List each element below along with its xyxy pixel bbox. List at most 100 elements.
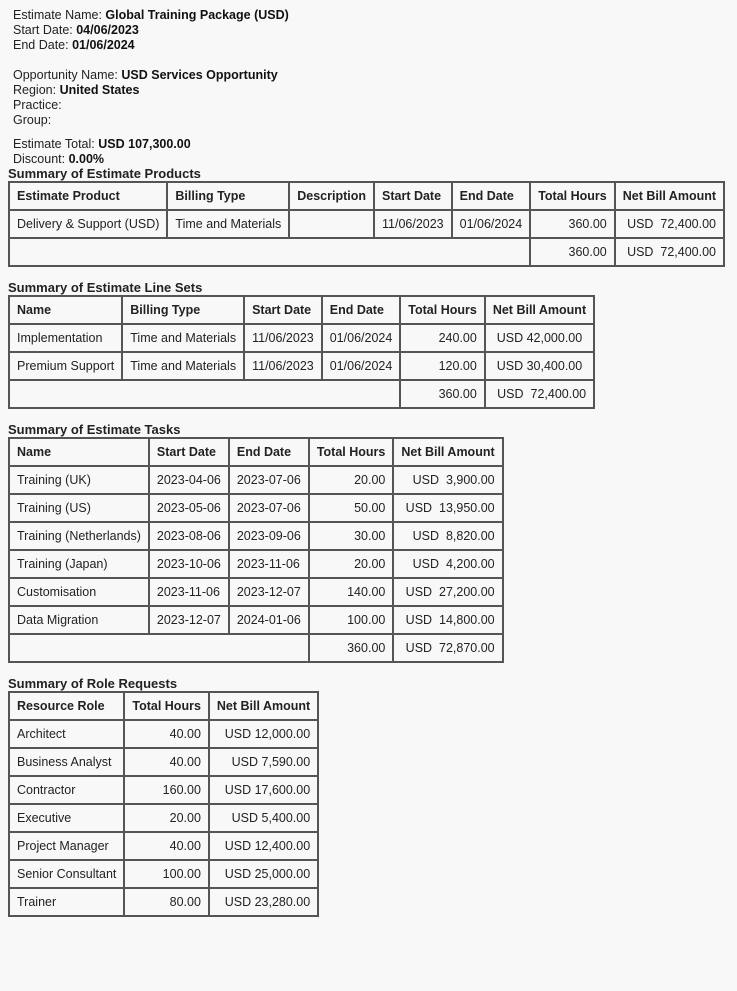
table-cell: USD 42,000.00 <box>483 323 596 353</box>
column-header: End Date <box>227 437 310 467</box>
estimate-name: Estimate Name: Global Training Package (… <box>13 8 289 22</box>
table-cell: USD 72,400.00 <box>613 209 726 239</box>
column-header: Net Bill Amount <box>392 437 504 467</box>
table-cell: 80.00 <box>123 887 210 917</box>
table-cell: USD 30,400.00 <box>483 351 596 381</box>
header-row: Name Billing Type Start Date End Date Total … <box>7 295 596 325</box>
column-header: Net Bill Amount <box>207 691 320 721</box>
table-cell: Training (Japan) <box>8 549 150 579</box>
totals-row: 360.00 USD 72,400.00 <box>7 237 726 267</box>
table-cell: Business Analyst <box>7 747 126 777</box>
table-row: Customisation 2023-11-06 2023-12-07 140.00 U… <box>8 577 504 607</box>
table-row: Premium Support Time and Materials 11/06/2… <box>7 351 596 381</box>
column-header: Name <box>8 437 150 467</box>
total-net-bill: USD 72,400.00 <box>613 237 726 267</box>
table-cell: 100.00 <box>123 859 210 889</box>
table-cell: USD 13,950.00 <box>392 493 504 523</box>
tasks-title: Summary of Estimate Tasks <box>8 422 181 437</box>
table-cell: USD 5,400.00 <box>207 803 320 833</box>
table-cell: Training (Netherlands) <box>8 521 150 551</box>
table-cell: 160.00 <box>123 775 210 805</box>
table-cell: Delivery & Support (USD) <box>7 209 169 239</box>
column-header: Description <box>288 181 375 211</box>
table-cell: USD 12,400.00 <box>207 831 320 861</box>
table-cell: 2024-01-06 <box>227 605 310 635</box>
column-header: Total Hours <box>123 691 210 721</box>
table-row: Training (US) 2023-05-06 2023-07-06 50.00 US… <box>8 493 504 523</box>
table-cell: 2023-12-07 <box>227 577 310 607</box>
table-row: Data Migration 2023-12-07 2024-01-06 100.00… <box>8 605 504 635</box>
discount: Discount: 0.00% <box>13 152 105 166</box>
total-net-bill: USD 72,870.00 <box>392 633 504 663</box>
table-row: Trainer 80.00 USD 23,280.00 <box>7 887 320 917</box>
column-header: End Date <box>450 181 532 211</box>
table-cell: Time and Materials <box>166 209 291 239</box>
table-cell: USD 23,280.00 <box>207 887 320 917</box>
table-cell: 2023-09-06 <box>227 521 310 551</box>
column-header: Net Bill Amount <box>483 295 596 325</box>
estimate-total: Estimate Total: USD 107,300.00 <box>13 137 191 151</box>
column-header: Start Date <box>373 181 453 211</box>
column-header: Name <box>7 295 124 325</box>
tasks-table: Name Start Date End Date Total Hours Net Bil… <box>8 437 504 663</box>
table-cell: 2023-11-06 <box>147 577 230 607</box>
table-cell: 120.00 <box>399 351 486 381</box>
table-row: Project Manager 40.00 USD 12,400.00 <box>7 831 320 861</box>
column-header: End Date <box>320 295 402 325</box>
table-row: Training (UK) 2023-04-06 2023-07-06 20.00 US… <box>8 465 504 495</box>
table-cell: Training (US) <box>8 493 150 523</box>
table-cell: 11/06/2023 <box>373 209 453 239</box>
table-cell: USD 8,820.00 <box>392 521 504 551</box>
column-header: Billing Type <box>121 295 246 325</box>
table-cell: Training (UK) <box>8 465 150 495</box>
column-header: Total Hours <box>399 295 486 325</box>
table-cell: 2023-11-06 <box>227 549 310 579</box>
table-cell: Senior Consultant <box>7 859 126 889</box>
table-cell: 20.00 <box>123 803 210 833</box>
table-cell: USD 7,590.00 <box>207 747 320 777</box>
table-cell: USD 4,200.00 <box>392 549 504 579</box>
column-header: Estimate Product <box>7 181 169 211</box>
table-row: Contractor 160.00 USD 17,600.00 <box>7 775 320 805</box>
table-cell: 2023-10-06 <box>147 549 230 579</box>
table-cell: 40.00 <box>123 719 210 749</box>
table-cell: USD 12,000.00 <box>207 719 320 749</box>
empty-cell <box>7 379 402 409</box>
table-cell: Trainer <box>7 887 126 917</box>
total-hours: 360.00 <box>529 237 616 267</box>
table-row: Senior Consultant 100.00 USD 25,000.00 <box>7 859 320 889</box>
column-header: Net Bill Amount <box>613 181 726 211</box>
header-row: Name Start Date End Date Total Hours Net Bil… <box>8 437 504 467</box>
roles-table: Resource Role Total Hours Net Bill Amount A… <box>7 691 320 917</box>
table-cell: Time and Materials <box>121 323 246 353</box>
table-cell: 01/06/2024 <box>450 209 532 239</box>
table-row: Implementation Time and Materials 11/06/20… <box>7 323 596 353</box>
products-title: Summary of Estimate Products <box>8 166 201 181</box>
estimate-info: Estimate Name: Global Training Package (… <box>8 8 729 167</box>
table-cell: Project Manager <box>7 831 126 861</box>
table-cell: 01/06/2024 <box>320 323 402 353</box>
table-cell: Premium Support <box>7 351 124 381</box>
roles-title: Summary of Role Requests <box>8 676 178 691</box>
total-hours: 360.00 <box>399 379 486 409</box>
table-cell: 2023-08-06 <box>147 521 230 551</box>
total-net-bill: USD 72,400.00 <box>483 379 596 409</box>
region: Region: United States <box>13 83 140 97</box>
column-header: Resource Role <box>7 691 126 721</box>
table-cell <box>288 209 375 239</box>
table-cell: USD 17,600.00 <box>207 775 320 805</box>
start-date: Start Date: 04/06/2023 <box>13 23 139 37</box>
table-cell: 01/06/2024 <box>320 351 402 381</box>
table-cell: 100.00 <box>307 605 395 635</box>
table-cell: USD 14,800.00 <box>392 605 504 635</box>
empty-cell <box>8 633 310 663</box>
linesets-title: Summary of Estimate Line Sets <box>8 280 203 295</box>
table-cell: USD 25,000.00 <box>207 859 320 889</box>
table-cell: Architect <box>7 719 126 749</box>
linesets-table: Name Billing Type Start Date End Date Total … <box>7 295 596 409</box>
column-header: Total Hours <box>529 181 616 211</box>
table-row: Training (Japan) 2023-10-06 2023-11-06 20.0… <box>8 549 504 579</box>
table-cell: 11/06/2023 <box>243 323 323 353</box>
table-cell: 140.00 <box>307 577 395 607</box>
table-cell: Contractor <box>7 775 126 805</box>
